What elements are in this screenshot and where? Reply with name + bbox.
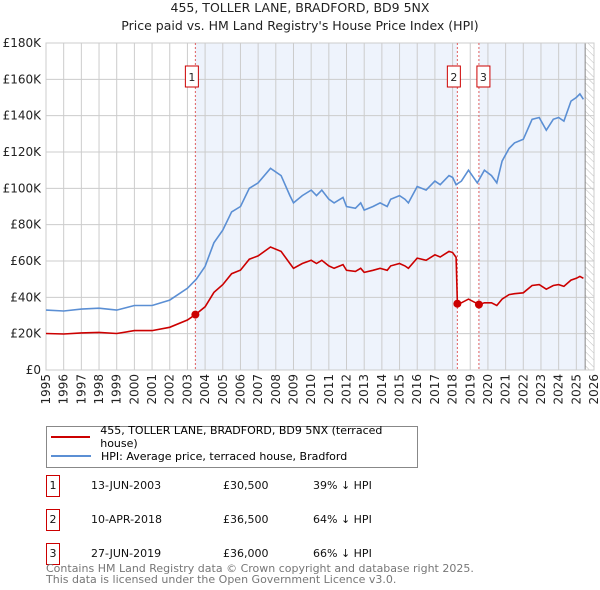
sale-label-box — [446, 65, 461, 88]
x-tick-label: 2022 — [516, 374, 530, 405]
x-tick-label: 2023 — [534, 374, 548, 405]
legend-label-property: 455, TOLLER LANE, BRADFORD, BD9 5NX (ter… — [100, 424, 383, 450]
x-tick-label: 2017 — [428, 374, 442, 405]
transaction-hpi-diff: 39% ↓ HPI — [313, 479, 372, 492]
sale-label: 3 — [480, 71, 487, 84]
x-tick-label: 2015 — [393, 374, 407, 405]
y-tick-label: £20K — [10, 327, 42, 341]
x-tick-label: 2005 — [216, 374, 230, 405]
x-tick-label: 2019 — [463, 374, 477, 405]
transaction-date: 27-JUN-2019 — [91, 547, 162, 560]
plot-frame — [45, 42, 595, 371]
legend-label-hpi: HPI: Average price, terraced house, Brad… — [101, 449, 348, 463]
x-tick-label: 2002 — [163, 374, 177, 405]
x-tick-label: 2010 — [304, 374, 318, 405]
transaction-price: £36,000 — [223, 547, 269, 560]
x-tick-label: 2008 — [269, 374, 283, 405]
y-tick-label: £120K — [3, 145, 43, 159]
x-tick-label: 2003 — [180, 374, 194, 405]
transaction-badge: 2 — [46, 509, 60, 531]
transaction-hpi-diff: 64% ↓ HPI — [313, 513, 372, 526]
x-tick-label: 1996 — [57, 374, 71, 405]
forecast-hatch — [585, 43, 594, 370]
sale-label: 1 — [188, 71, 195, 84]
x-tick-label: 2021 — [499, 374, 513, 405]
sale-point — [474, 300, 483, 309]
x-tick-label: 2020 — [481, 374, 495, 405]
footer: Contains HM Land Registry data © Crown c… — [46, 563, 474, 585]
x-tick-label: 2026 — [587, 374, 600, 405]
transaction-date: 13-JUN-2003 — [91, 479, 162, 492]
sale-point — [191, 310, 200, 319]
x-tick-label: 2014 — [375, 374, 389, 405]
price-chart: £0 £20K £40K £60K £80K £100K £120K £140K £160K £1… — [3, 36, 600, 405]
sale-label: 2 — [450, 71, 457, 84]
y-tick-label: £80K — [10, 218, 42, 232]
x-tick-label: 1995 — [39, 374, 53, 405]
x-tick-label: 2001 — [145, 374, 159, 405]
x-tick-label: 2016 — [410, 374, 424, 405]
x-tick-label: 2007 — [251, 374, 265, 405]
shaded-region — [478, 43, 586, 370]
footer-line2: This data is licensed under the Open Gov… — [46, 573, 397, 586]
x-tick-label: 2004 — [198, 374, 212, 405]
legend: 455, TOLLER LANE, BRADFORD, BD9 5NX (ter… — [46, 424, 418, 468]
legend-item-hpi: HPI: Average price, terraced house, Brad… — [51, 447, 347, 465]
y-tick-label: £100K — [3, 181, 43, 195]
sale-point — [453, 299, 462, 308]
x-tick-label: 2009 — [286, 374, 300, 405]
y-tick-label: £140K — [3, 109, 43, 123]
y-tick-label: £0 — [26, 363, 41, 377]
chart-subtitle: Price paid vs. HM Land Registry's House … — [121, 18, 479, 33]
legend-item-property: 455, TOLLER LANE, BRADFORD, BD9 5NX (ter… — [51, 424, 417, 450]
transaction-badge: 3 — [46, 543, 60, 565]
x-tick-label: 1997 — [74, 374, 88, 405]
x-tick-label: 2000 — [127, 374, 141, 405]
x-tick-label: 2025 — [569, 374, 583, 405]
transaction-hpi-diff: 66% ↓ HPI — [313, 547, 372, 560]
legend-swatch-property — [51, 436, 91, 438]
x-tick-label: 2006 — [233, 374, 247, 405]
footer-line1: Contains HM Land Registry data © Crown c… — [46, 562, 474, 575]
x-tick-label: 1998 — [92, 374, 106, 405]
sale-label-box — [184, 65, 199, 88]
sale-label-box — [476, 65, 491, 88]
transaction-date: 10-APR-2018 — [91, 513, 163, 526]
legend-swatch-hpi — [51, 455, 91, 457]
property-price-line — [45, 246, 584, 335]
x-tick-label: 2024 — [552, 374, 566, 405]
y-tick-label: £180K — [3, 36, 43, 50]
transaction-badge: 1 — [46, 475, 60, 497]
transaction-price: £30,500 — [223, 479, 269, 492]
x-tick-label: 1999 — [110, 374, 124, 405]
x-tick-label: 2011 — [322, 374, 336, 405]
y-tick-label: £40K — [10, 290, 42, 304]
x-tick-label: 2013 — [357, 374, 371, 405]
transaction-price: £36,500 — [223, 513, 269, 526]
x-tick-label: 2012 — [340, 374, 354, 405]
y-tick-label: £160K — [3, 72, 43, 86]
x-tick-label: 2018 — [446, 374, 460, 405]
shaded-region — [195, 43, 458, 370]
hpi-line — [45, 92, 585, 312]
y-tick-label: £60K — [10, 254, 42, 268]
chart-title: 455, TOLLER LANE, BRADFORD, BD9 5NX — [170, 0, 430, 15]
